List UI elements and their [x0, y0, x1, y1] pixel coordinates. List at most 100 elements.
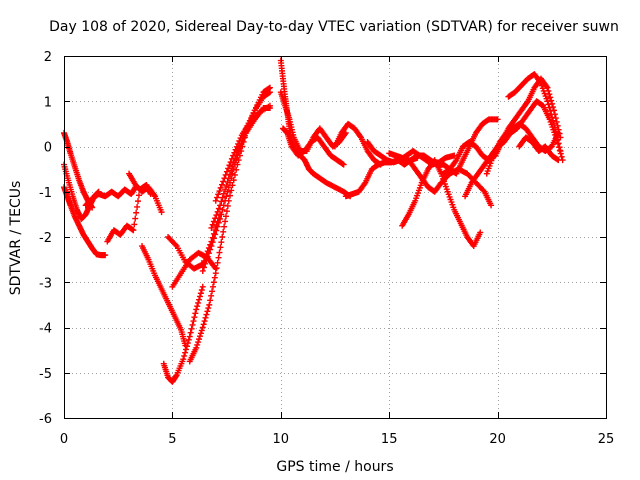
data-point	[266, 89, 273, 96]
series-3	[61, 129, 96, 211]
data-point	[546, 104, 553, 111]
data-point	[219, 234, 226, 240]
data-point	[547, 94, 554, 101]
data-point	[191, 314, 198, 321]
data-point	[185, 336, 192, 343]
data-point	[217, 184, 224, 191]
data-point	[199, 283, 206, 290]
data-point	[223, 168, 230, 175]
data-point	[361, 180, 368, 187]
series-27	[505, 71, 564, 155]
series-14	[212, 102, 273, 204]
data-point	[130, 227, 137, 234]
data-point	[183, 346, 190, 353]
series-6	[126, 170, 165, 216]
data-point	[204, 253, 211, 260]
data-point	[193, 344, 200, 351]
data-point	[194, 303, 201, 310]
data-point	[537, 78, 544, 85]
data-point	[182, 349, 189, 356]
data-point	[556, 144, 563, 151]
data-point	[236, 138, 243, 145]
data-point	[217, 202, 224, 209]
y-tick-label: 1	[44, 95, 52, 110]
data-point	[197, 290, 204, 297]
data-point	[213, 194, 220, 201]
data-point	[227, 159, 234, 166]
data-point	[218, 239, 225, 246]
data-point	[102, 252, 109, 259]
data-point	[212, 231, 219, 238]
data-point	[213, 265, 220, 272]
y-tick-label: 2	[44, 50, 52, 65]
data-point	[204, 308, 211, 315]
data-point	[198, 327, 205, 334]
data-point	[215, 205, 222, 212]
data-point	[199, 267, 206, 274]
data-point	[215, 254, 222, 261]
data-point	[207, 246, 214, 253]
data-point	[550, 117, 557, 124]
data-point	[217, 244, 224, 251]
data-point	[544, 98, 551, 105]
data-point	[207, 297, 214, 304]
data-point	[134, 203, 141, 210]
y-tick-labels: -6 -5 -4 -3 -2 -1 0 1 2	[39, 50, 52, 427]
data-point	[551, 124, 558, 131]
data-point	[193, 306, 200, 313]
data-point	[235, 140, 242, 147]
data-point	[557, 148, 564, 155]
data-point	[222, 186, 229, 193]
x-tick-label: 10	[273, 432, 290, 447]
series-8	[160, 283, 206, 385]
data-point	[524, 99, 531, 106]
data-point	[197, 330, 204, 337]
series-12	[199, 89, 273, 274]
data-point	[135, 198, 142, 205]
data-point	[186, 333, 193, 340]
gridlines	[64, 56, 606, 418]
data-point	[181, 352, 188, 359]
data-point	[205, 305, 212, 312]
data-point	[214, 259, 221, 266]
data-point	[266, 102, 273, 109]
x-tick-label: 0	[60, 432, 68, 447]
data-point	[216, 188, 223, 195]
data-point	[226, 162, 233, 169]
data-point	[194, 341, 201, 348]
data-point	[228, 167, 235, 174]
data-point	[195, 299, 202, 306]
data-point	[222, 171, 229, 178]
data-point	[205, 250, 212, 257]
series-17	[279, 125, 347, 168]
data-point	[196, 336, 203, 343]
data-point	[547, 107, 554, 114]
plot-frame	[64, 56, 607, 419]
data-point	[555, 140, 562, 147]
data-point	[203, 257, 210, 264]
data-point	[196, 333, 203, 340]
data-point	[209, 221, 216, 228]
data-point	[228, 187, 235, 194]
data-point	[340, 161, 347, 168]
data-point	[216, 249, 223, 256]
series-28	[516, 134, 562, 164]
data-point	[200, 264, 207, 271]
data-point	[210, 235, 217, 242]
data-point	[151, 191, 158, 198]
data-point	[218, 198, 225, 205]
y-tick-label: -6	[39, 412, 52, 427]
data-point	[558, 153, 565, 160]
data-point	[209, 239, 216, 246]
data-point	[220, 190, 227, 197]
y-tick-label: 0	[44, 141, 52, 156]
data-point	[188, 325, 195, 332]
data-point	[212, 197, 219, 204]
data-point	[209, 288, 216, 295]
data-point	[203, 311, 210, 318]
x-tick-labels: 0 5 10 15 20 25	[60, 432, 614, 447]
data-point	[211, 274, 218, 281]
data-point	[133, 209, 140, 216]
data-point	[212, 215, 219, 222]
